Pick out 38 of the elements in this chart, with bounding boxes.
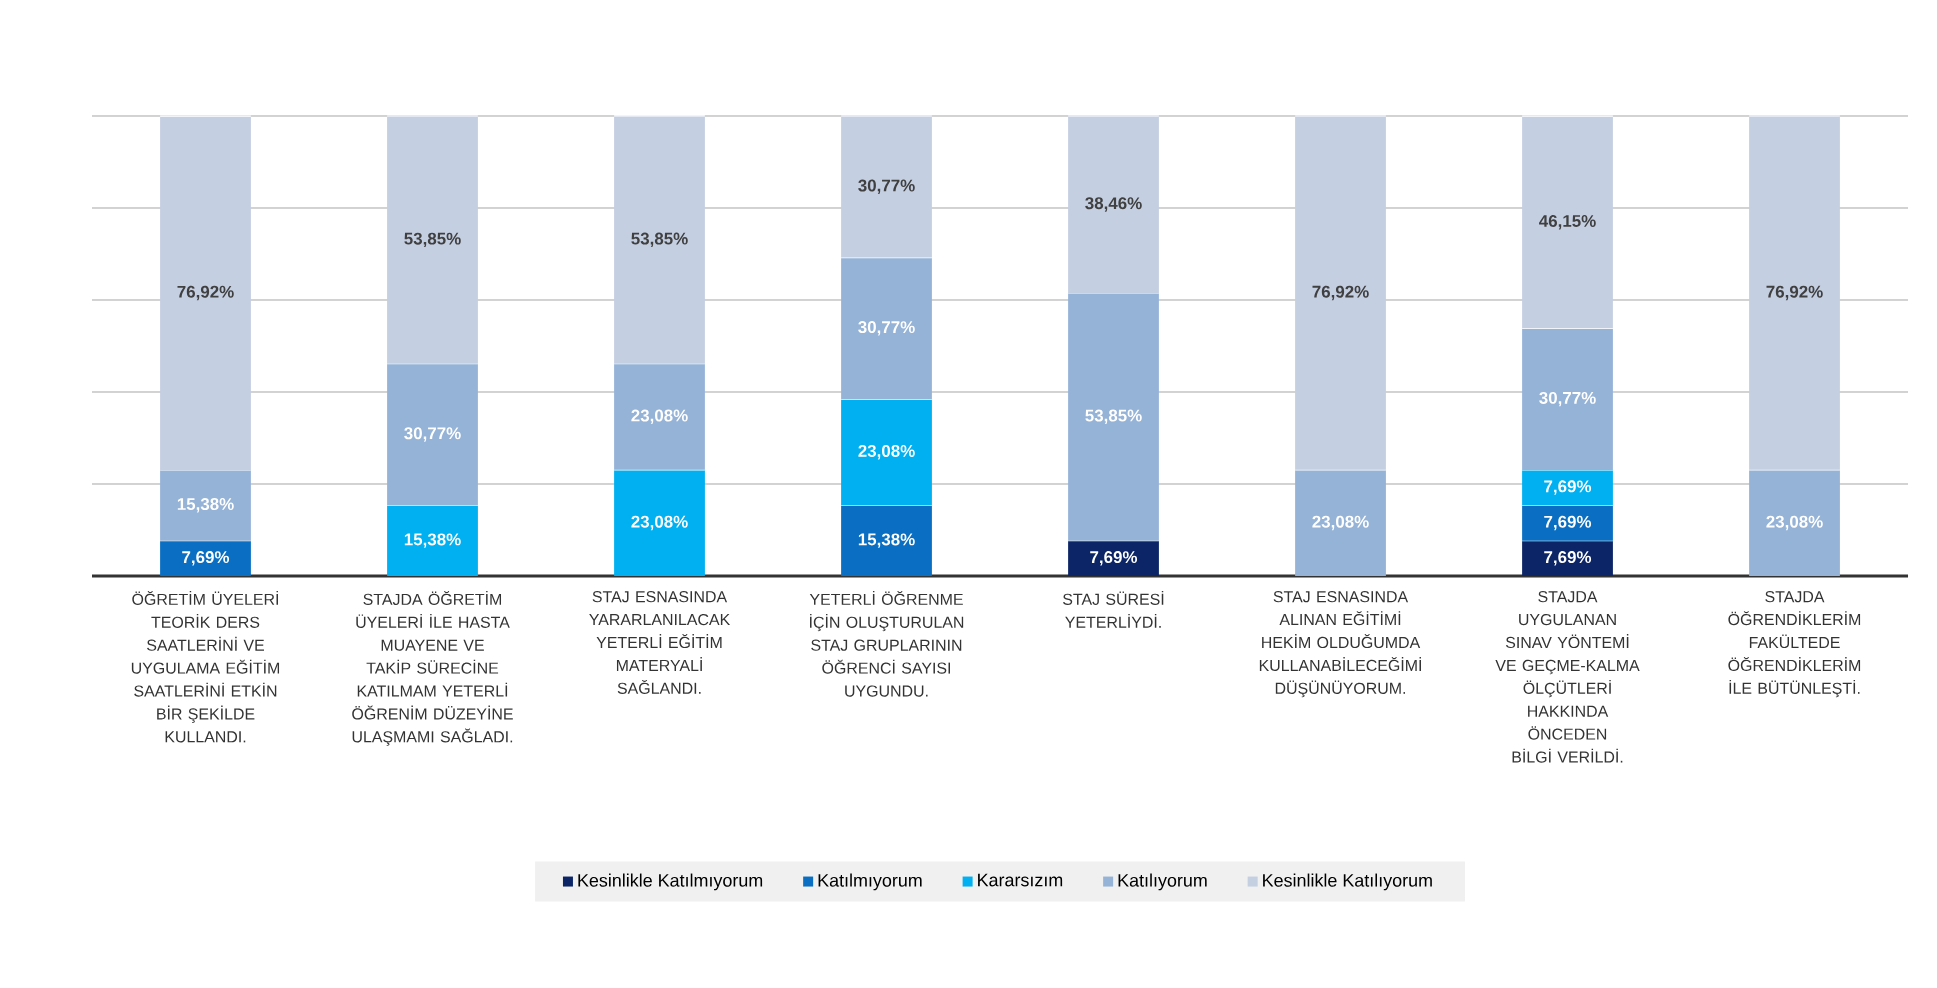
legend-label: Kararsızım (978, 873, 1063, 887)
data-label: 30,77% (858, 321, 915, 336)
x-tick-label: STAJDA ÖĞRENDİKLERİM FAKÜLTEDE ÖĞRENDİKLERİM İLE BÜTÜNLEŞTİ. (1728, 591, 1861, 698)
data-label: 7,69% (182, 551, 230, 566)
legend-label: Kesinlikle Katılıyorum (1263, 873, 1432, 891)
data-label: 76,92% (177, 285, 234, 301)
legend-label: Katılmıyorum (818, 873, 922, 891)
data-label: 7,69% (1544, 515, 1592, 531)
data-label: 76,92% (1312, 285, 1369, 301)
data-label: 23,08% (1766, 515, 1823, 531)
x-tick-label: STAJDA ÖĞRETİM ÜYELERİ İLE HASTA MUAYENE VE TAKİP SÜRECİNE KATILMAM YETERLİ ÖĞRENİM DÜZEYİNE ULAŞMAMI SAĞLADI. (352, 591, 513, 746)
data-label: 7,69% (1090, 551, 1138, 566)
data-label: 15,38% (177, 498, 234, 513)
x-tick-label: YETERLİ ÖĞRENME İÇİN OLUŞTURULAN STAJ GRUPLARININ ÖĞRENCİ SAYISI UYGUNDU. (809, 591, 964, 697)
data-label: 30,77% (1539, 391, 1596, 407)
data-label: 46,15% (1539, 214, 1596, 230)
x-tick-label: STAJ SÜRESİ YETERLİYDİ. (1063, 590, 1164, 628)
data-label: 7,69% (1544, 551, 1592, 566)
data-label: 23,08% (631, 515, 688, 531)
data-label: 30,77% (858, 179, 915, 194)
x-tick-label: STAJ ESNASINDA ALINAN EĞİTİMİ HEKİM OLDUĞUMDA KULLANABİLECEĞİMİ DÜŞÜNÜYORUM. (1259, 591, 1421, 698)
data-label: 53,85% (1085, 409, 1142, 424)
data-label: 23,08% (858, 444, 915, 460)
data-label: 53,85% (404, 232, 461, 248)
x-tick-label: STAJDA UYGULANAN SINAV YÖNTEMİ VE GEÇME-KALMA ÖLÇÜTLERİ HAKKINDA ÖNCEDEN BİLGİ VERİLDİ. (1495, 591, 1640, 763)
data-label: 23,08% (1312, 515, 1369, 531)
data-label: 7,69% (1544, 480, 1592, 495)
data-label: 15,38% (404, 533, 461, 548)
data-label: 38,46% (1085, 197, 1142, 212)
data-label: 53,85% (631, 232, 688, 248)
data-label: 15,38% (858, 533, 915, 548)
x-tick-label: STAJ ESNASINDA YARARLANILACAK YETERLİ EĞİTİM MATERYALİ SAĞLANDI. (589, 591, 731, 694)
legend-label: Kesinlikle Katılmıyorum (578, 873, 763, 891)
data-label: 30,77% (404, 427, 461, 442)
data-label: 23,08% (631, 409, 688, 424)
x-tick-label: ÖĞRETİM ÜYELERİ TEORİK DERS SAATLERİNİ VE UYGULAMA EĞİTİM SAATLERİNİ ETKİN BİR ŞEKİLDE KULLANDI. (131, 591, 280, 743)
legend-label: Katılıyorum (1118, 873, 1207, 891)
data-label: 76,92% (1766, 285, 1823, 301)
